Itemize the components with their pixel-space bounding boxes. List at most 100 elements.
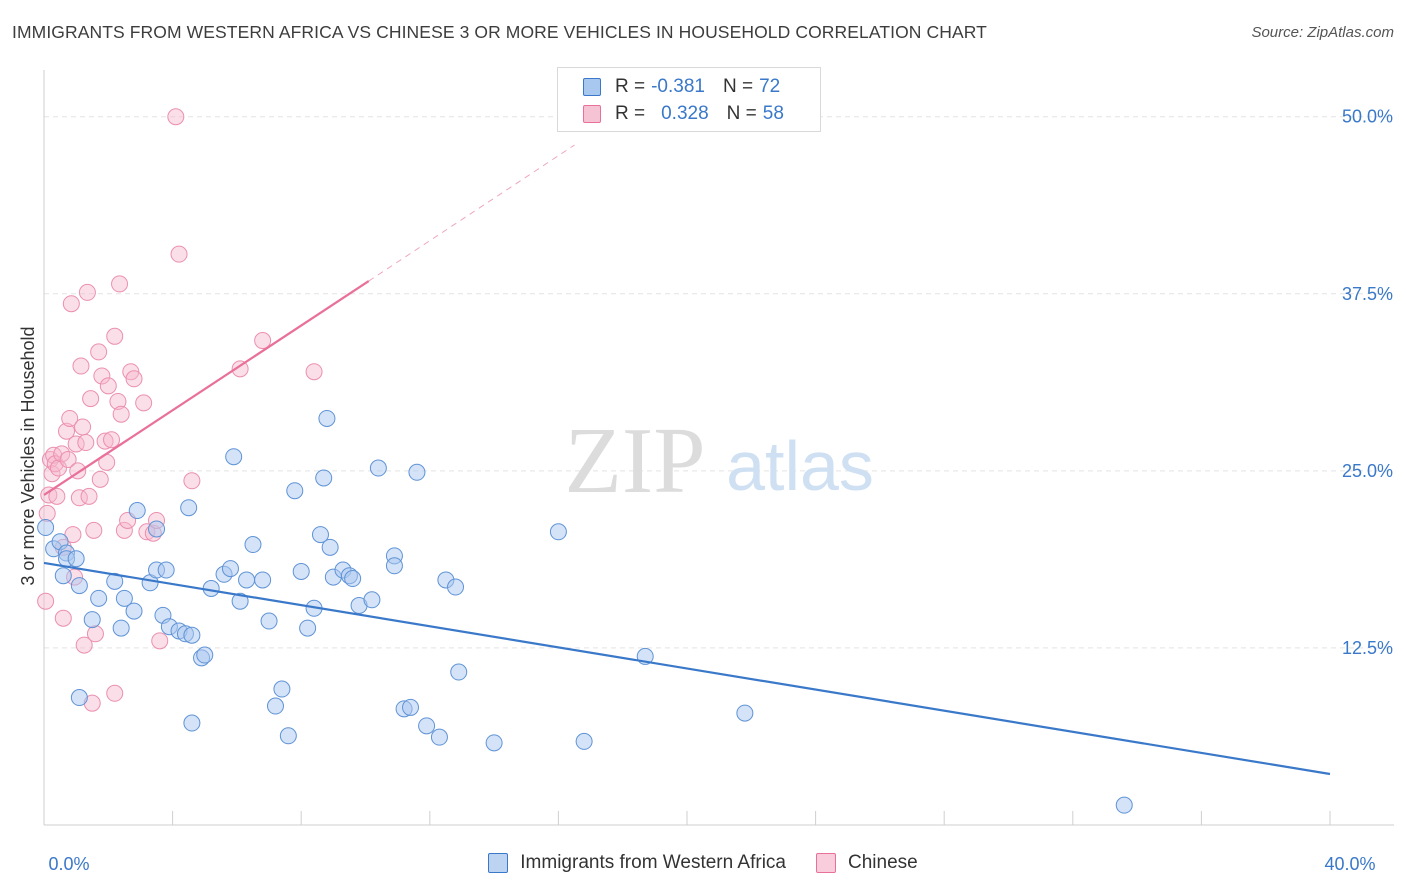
legend-swatch-blue <box>583 78 601 96</box>
chinese-point <box>75 636 93 654</box>
western-africa-point <box>299 619 317 637</box>
western-africa-point <box>238 571 256 589</box>
grid-lines <box>44 116 1394 649</box>
data-points <box>37 108 1133 814</box>
western-africa-point <box>106 572 124 590</box>
western-africa-trend-line <box>43 561 1331 776</box>
western-africa-point <box>54 567 72 585</box>
western-africa-point <box>183 714 201 732</box>
chinese-point <box>82 390 100 408</box>
chinese-point <box>86 625 104 643</box>
stats-legend: R = -0.381 N = 72 R = 0.328 N = 58 <box>557 67 821 132</box>
chinese-point <box>37 592 55 610</box>
western-africa-point <box>447 578 465 596</box>
western-africa-point <box>318 409 336 427</box>
western-africa-point <box>254 571 272 589</box>
chinese-point <box>58 422 76 440</box>
chinese-point <box>96 432 114 450</box>
western-africa-point <box>315 469 333 487</box>
legend-r-value: 0.328 <box>661 103 709 124</box>
series-legend: Immigrants from Western Africa Chinese <box>0 852 1406 874</box>
western-africa-point <box>311 526 329 544</box>
chinese-point <box>109 392 127 410</box>
legend-r-label: R = <box>615 76 646 97</box>
legend-swatch-blue <box>488 853 509 873</box>
y-axis-label: 3 or more Vehicles in Household <box>18 326 38 585</box>
chinese-point <box>170 245 188 263</box>
chinese-point <box>61 409 79 427</box>
western-africa-point <box>83 611 101 629</box>
western-africa-point <box>128 502 146 520</box>
western-africa-point <box>225 448 243 466</box>
watermark-atlas: atlas <box>726 427 874 505</box>
chinese-point <box>38 504 56 522</box>
western-africa-point <box>37 519 55 537</box>
legend-n-value: 72 <box>759 76 781 97</box>
watermark: ZIP atlas <box>565 409 874 513</box>
chinese-point <box>78 283 96 301</box>
x-tick-label: 40.0% <box>1324 854 1375 874</box>
chinese-point <box>80 487 98 505</box>
western-africa-point <box>279 727 297 745</box>
western-africa-point <box>549 523 567 541</box>
chinese-point <box>85 521 103 539</box>
chinese-point <box>59 451 77 469</box>
legend-n-label: N = <box>726 103 757 124</box>
western-africa-point <box>266 697 284 715</box>
western-africa-point <box>1115 796 1133 814</box>
chinese-point <box>183 472 201 490</box>
x-tick-label: 0.0% <box>48 854 89 874</box>
legend-item-western-africa[interactable]: Immigrants from Western Africa <box>488 852 786 874</box>
legend-swatch-pink <box>816 853 836 873</box>
chinese-point <box>93 367 111 385</box>
chinese-point <box>111 275 129 293</box>
legend-swatch-pink <box>583 105 601 123</box>
tick-labels: 12.5% 25.0% 37.5% 50.0% 0.0% 40.0% <box>48 107 1393 874</box>
chinese-point <box>49 459 67 477</box>
western-africa-point <box>430 728 448 746</box>
western-africa-point <box>244 536 262 554</box>
legend-item-chinese[interactable]: Chinese <box>816 852 918 874</box>
y-tick-label: 50.0% <box>1342 107 1393 127</box>
legend-r-value: -0.381 <box>651 76 705 97</box>
western-africa-point <box>67 550 85 568</box>
western-africa-point <box>286 482 304 500</box>
source-label: Source: ZipAtlas.com <box>1251 24 1394 41</box>
western-africa-point <box>260 612 278 630</box>
chinese-point <box>54 609 72 627</box>
western-africa-point <box>115 589 133 607</box>
legend-r-label: R = <box>615 103 646 124</box>
legend-n-label: N = <box>722 76 754 97</box>
legend-n-value: 58 <box>762 103 784 124</box>
western-africa-point <box>363 591 381 609</box>
chinese-point <box>103 431 121 449</box>
western-africa-point <box>70 689 88 707</box>
chinese-point <box>99 377 117 395</box>
western-africa-point <box>402 698 420 716</box>
chinese-point <box>167 108 185 126</box>
chinese-point <box>305 363 323 381</box>
y-tick-label: 12.5% <box>1342 638 1393 658</box>
western-africa-point <box>736 704 754 722</box>
western-africa-point <box>408 463 426 481</box>
chinese-point <box>254 332 272 350</box>
western-africa-point <box>292 562 310 580</box>
western-africa-point <box>180 499 198 517</box>
western-africa-point <box>450 663 468 681</box>
y-tick-label: 25.0% <box>1342 461 1393 481</box>
chinese-point <box>62 295 80 313</box>
chinese-point <box>72 357 90 375</box>
chinese-point <box>48 487 66 505</box>
western-africa-point <box>369 459 387 477</box>
chinese-point <box>231 360 249 378</box>
western-africa-point <box>344 570 362 588</box>
western-africa-point <box>273 680 291 698</box>
western-africa-point <box>125 602 143 620</box>
western-africa-point <box>196 646 214 664</box>
chart-title: IMMIGRANTS FROM WESTERN AFRICA VS CHINES… <box>12 22 987 42</box>
chinese-point <box>74 418 92 436</box>
western-africa-point <box>321 538 339 556</box>
western-africa-point <box>575 732 593 750</box>
chinese-point <box>135 394 153 412</box>
western-africa-point <box>157 561 175 579</box>
